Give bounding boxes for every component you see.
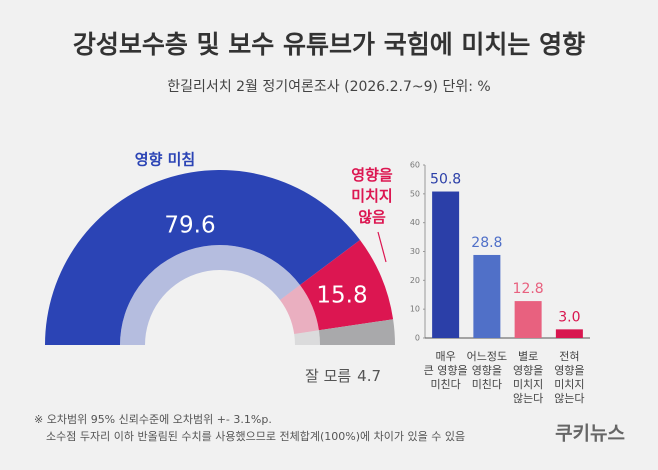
data-label: 79.6 xyxy=(164,213,215,239)
y-tick-label: 0 xyxy=(415,334,420,343)
data-label: 12.8 xyxy=(513,281,544,297)
y-tick-label: 20 xyxy=(410,276,420,285)
x-tick-label: 미친다 xyxy=(472,378,502,391)
x-tick-label: 전혀 xyxy=(559,350,579,363)
x-tick-label: 별로 xyxy=(518,350,538,363)
data-label: 50.8 xyxy=(430,172,461,188)
x-tick-label: 않는다 xyxy=(554,392,584,405)
title: 강성보수층 및 보수 유튜브가 국힘에 미치는 영향 xyxy=(73,30,585,59)
y-tick-label: 40 xyxy=(410,218,420,227)
x-tick-label: 미친다 xyxy=(430,378,460,391)
data-label: 28.8 xyxy=(471,235,502,251)
x-tick-label: 영향을 xyxy=(472,364,502,377)
donut-inner-band xyxy=(120,244,301,345)
donut-inner-band xyxy=(294,330,320,345)
leader-line xyxy=(377,231,387,263)
x-tick-label: 미치지 xyxy=(554,378,584,391)
donut-segment xyxy=(45,170,361,345)
data-label: 4.7 xyxy=(357,367,381,385)
data-label: 15.8 xyxy=(316,283,367,309)
legend-label: 잘 모름 xyxy=(305,367,351,385)
footnote: ※ 오차범위 95% 신뢰수준에 오차범위 +- 3.1%p. xyxy=(34,413,272,426)
x-tick-label: 영향을 xyxy=(513,364,543,377)
leader-line xyxy=(167,175,179,189)
donut-segment xyxy=(318,319,395,345)
x-tick-label: 미치지 xyxy=(513,378,543,391)
y-tick-label: 30 xyxy=(410,247,420,256)
logo: 쿠키뉴스 xyxy=(555,423,625,445)
y-tick-label: 10 xyxy=(410,305,420,314)
legend-label: 영향을 미치지 않음 xyxy=(351,166,393,226)
x-tick-label: 어느정도 xyxy=(467,350,507,363)
donut-inner-band xyxy=(280,285,319,334)
bar xyxy=(432,191,460,338)
x-tick-label: 매우 xyxy=(436,350,456,363)
bar xyxy=(473,254,501,338)
y-tick-label: 50 xyxy=(410,189,420,198)
footnote: 소수점 두자리 이하 반올림된 수치를 사용했으므로 전체합계(100%)에 차… xyxy=(46,429,465,443)
x-tick-label: 큰 영향을 xyxy=(424,364,468,377)
x-tick-label: 않는다 xyxy=(513,392,543,405)
legend-label: 영향 미침 xyxy=(135,151,195,169)
donut-segment xyxy=(300,240,394,331)
bar xyxy=(555,329,583,338)
x-tick-label: 영향을 xyxy=(554,364,584,377)
data-label: 3.0 xyxy=(558,309,580,325)
bar xyxy=(514,301,542,338)
data-label: 잘 모름 4.7 xyxy=(305,367,381,385)
y-tick-label: 60 xyxy=(410,161,420,170)
subtitle: 한길리서치 2월 정기여론조사 (2026.2.7~9) 단위: % xyxy=(167,79,490,95)
